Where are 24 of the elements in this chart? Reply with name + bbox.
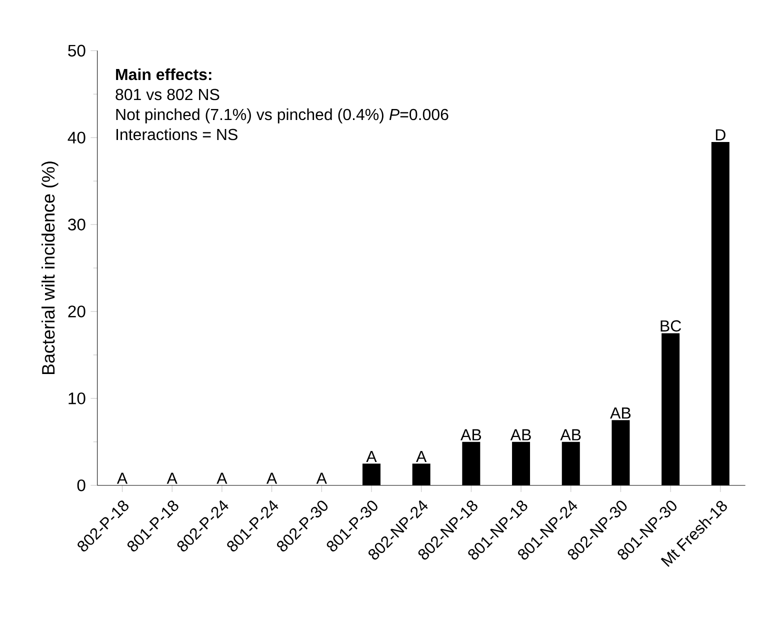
y-tick-label: 40 [68,132,86,144]
annotation: A [166,472,178,484]
annotation: A [116,472,128,484]
annotation: Interactions = NS [116,128,238,140]
annotation: A [416,451,427,462]
annotation: 801 vs 802 NS [116,88,220,100]
y-tick-label: 50 [68,44,86,57]
annotation: Not pinched (7.1%) vs pinched (0.4%) P=0.006 [116,108,448,124]
annotation: AB [610,408,631,419]
annotation: AB [560,429,581,440]
annotation: AB [510,429,531,440]
y-tick-label: 30 [68,218,86,230]
y-axis-title: Bacterial wilt incidence (%) [41,162,58,374]
annotation: A [316,472,327,484]
y-tick-label: 20 [68,306,86,318]
y-tick-label: 10 [68,392,86,404]
annotation: Main effects: [116,68,212,80]
y-tick-label: 0 [77,479,86,492]
annotation: D [716,129,726,140]
annotation: AB [460,429,482,440]
annotation: A [366,451,377,462]
annotation: A [266,472,278,484]
annotation: BC [660,320,682,332]
annotation: A [216,472,228,484]
